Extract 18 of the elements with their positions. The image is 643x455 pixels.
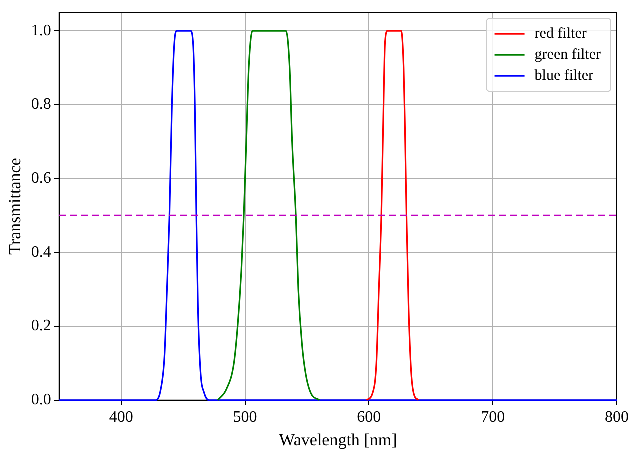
x-axis-title: Wavelength [nm] — [279, 430, 398, 450]
x-tick-label: 500 — [233, 409, 258, 426]
x-tick-label: 600 — [357, 409, 382, 426]
y-tick-label: 0.8 — [31, 96, 52, 114]
legend-label: blue filter — [534, 68, 594, 84]
y-tick-label: 1.0 — [31, 22, 52, 40]
x-tick-label: 400 — [109, 409, 134, 426]
y-tick-label: 0.2 — [31, 318, 52, 335]
x-tick-label: 700 — [481, 409, 506, 426]
legend-label: red filter — [534, 26, 587, 42]
y-tick-label: 0.0 — [31, 392, 52, 409]
legend-label: green filter — [534, 47, 602, 64]
y-tick-label: 0.6 — [31, 170, 52, 188]
y-axis-title: Transmittance — [6, 158, 25, 255]
line-series — [366, 30, 420, 402]
line-series — [217, 30, 320, 402]
x-tick-label: 800 — [605, 409, 629, 426]
y-tick-label: 0.4 — [31, 244, 52, 261]
